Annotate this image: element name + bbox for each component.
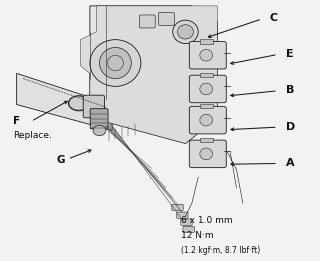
- Text: Replace.: Replace.: [13, 131, 52, 140]
- Bar: [200, 104, 212, 108]
- Text: 6 x 1.0 mm: 6 x 1.0 mm: [181, 216, 232, 224]
- Text: C: C: [270, 13, 278, 22]
- Text: B: B: [286, 85, 294, 95]
- FancyBboxPatch shape: [172, 204, 183, 210]
- Ellipse shape: [90, 40, 141, 86]
- FancyBboxPatch shape: [183, 226, 195, 233]
- FancyBboxPatch shape: [189, 75, 226, 103]
- FancyBboxPatch shape: [177, 212, 188, 218]
- Text: (1.2 kgf·m, 8.7 lbf·ft): (1.2 kgf·m, 8.7 lbf·ft): [181, 246, 260, 255]
- Ellipse shape: [200, 114, 212, 126]
- FancyBboxPatch shape: [181, 219, 192, 225]
- Polygon shape: [80, 6, 217, 144]
- Polygon shape: [17, 73, 112, 130]
- FancyBboxPatch shape: [158, 12, 174, 25]
- Ellipse shape: [200, 83, 212, 95]
- Text: D: D: [286, 122, 295, 132]
- FancyBboxPatch shape: [189, 41, 226, 69]
- Text: E: E: [286, 49, 293, 59]
- Ellipse shape: [200, 49, 212, 61]
- Text: G: G: [56, 155, 65, 165]
- Ellipse shape: [200, 148, 212, 160]
- FancyBboxPatch shape: [90, 109, 108, 129]
- Bar: [200, 73, 212, 77]
- Ellipse shape: [100, 48, 131, 79]
- Bar: [200, 138, 212, 142]
- Ellipse shape: [173, 20, 198, 44]
- Text: 12 N·m: 12 N·m: [181, 231, 213, 240]
- Polygon shape: [90, 6, 217, 144]
- Ellipse shape: [69, 97, 88, 110]
- Ellipse shape: [178, 25, 194, 39]
- Text: A: A: [286, 158, 294, 168]
- FancyBboxPatch shape: [139, 15, 155, 28]
- Circle shape: [93, 125, 106, 136]
- Bar: [200, 39, 212, 44]
- FancyBboxPatch shape: [189, 140, 226, 168]
- FancyBboxPatch shape: [83, 95, 105, 118]
- Text: F: F: [13, 116, 20, 126]
- FancyBboxPatch shape: [189, 106, 226, 134]
